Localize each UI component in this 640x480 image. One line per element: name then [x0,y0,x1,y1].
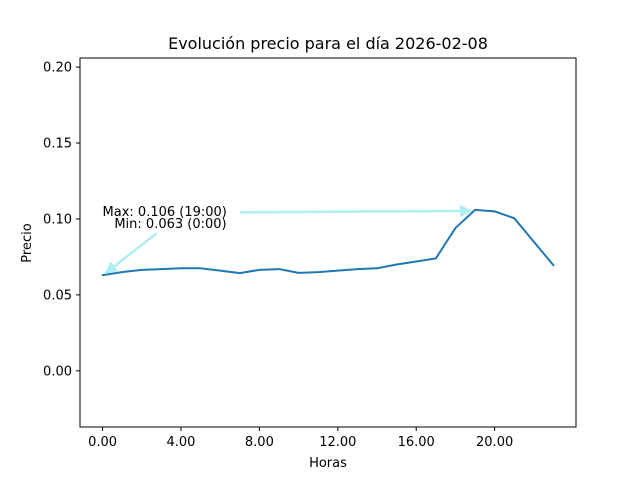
x-tick-label: 16.00 [398,435,435,450]
y-tick-label: 0.10 [43,212,72,227]
y-axis-label: Precio [20,223,35,262]
min-annotation-label: Min: 0.063 (0:00) [114,217,226,232]
x-tick-label: 20.00 [476,435,513,450]
x-tick-label: 0.00 [88,435,117,450]
x-tick-label: 4.00 [166,435,195,450]
x-tick-label: 8.00 [245,435,274,450]
x-tick-label: 12.00 [319,435,356,450]
y-tick-label: 0.05 [43,288,72,303]
max-annotation-arrow [239,204,473,218]
y-tick-label: 0.15 [43,137,72,152]
chart-title: Evolución precio para el día 2026-02-08 [168,34,488,53]
x-axis-label: Horas [309,456,347,471]
max-annotation-label: Max: 0.106 (19:00) [103,205,227,220]
price-series-line [101,208,555,277]
y-tick-label: 0.20 [43,61,72,76]
y-tick-label: 0.00 [43,364,72,379]
plot-frame [79,57,577,428]
min-annotation-arrow [104,232,158,275]
